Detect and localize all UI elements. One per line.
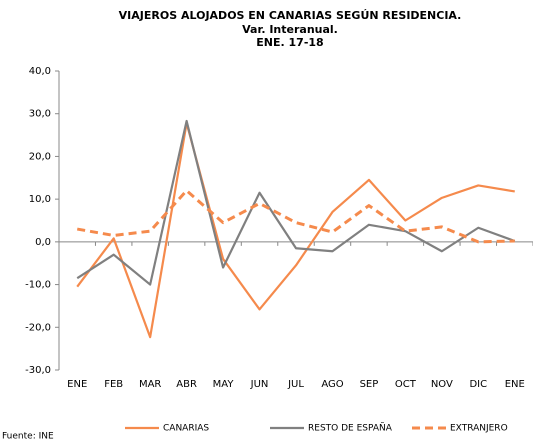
x-tick-label: NOV (431, 379, 453, 390)
x-tick-label: JUL (287, 379, 304, 390)
x-tick-label: ENE (67, 379, 87, 390)
y-tick-label: -30,0 (25, 365, 51, 376)
series-line (76, 122, 515, 339)
x-tick-label: JUN (250, 379, 269, 390)
x-tick-label: MAY (213, 379, 235, 390)
x-tick-label: OCT (395, 379, 417, 390)
y-tick-label: -20,0 (25, 322, 51, 333)
y-tick-label: -10,0 (25, 280, 51, 291)
x-tick-label: AGO (321, 379, 343, 390)
y-tick-label: 10,0 (29, 194, 51, 205)
x-tick-label: MAR (139, 379, 161, 390)
x-tick-label: DIC (469, 379, 487, 390)
chart-subtitle: ENE. 17-18 (256, 36, 323, 49)
legend-label: RESTO DE ESPAÑA (308, 423, 393, 434)
x-tick-label: ENE (505, 379, 525, 390)
source-note: Fuente: INE (2, 432, 54, 441)
legend-label: EXTRANJERO (450, 424, 508, 434)
legend-label: CANARIAS (163, 424, 209, 434)
y-tick-label: 40,0 (29, 66, 51, 77)
chart-title: VIAJEROS ALOJADOS EN CANARIAS SEGÚN RESI… (119, 9, 462, 22)
x-tick-label: ABR (176, 379, 197, 390)
chart-subtitle: Var. Interanual. (242, 23, 338, 36)
y-tick-label: 0,0 (35, 237, 51, 248)
x-tick-label: SEP (360, 379, 379, 390)
y-tick-label: 30,0 (29, 109, 51, 120)
y-tick-label: 20,0 (29, 151, 51, 162)
x-tick-label: FEB (104, 379, 123, 390)
series-line (76, 189, 515, 244)
series-line (76, 119, 516, 286)
